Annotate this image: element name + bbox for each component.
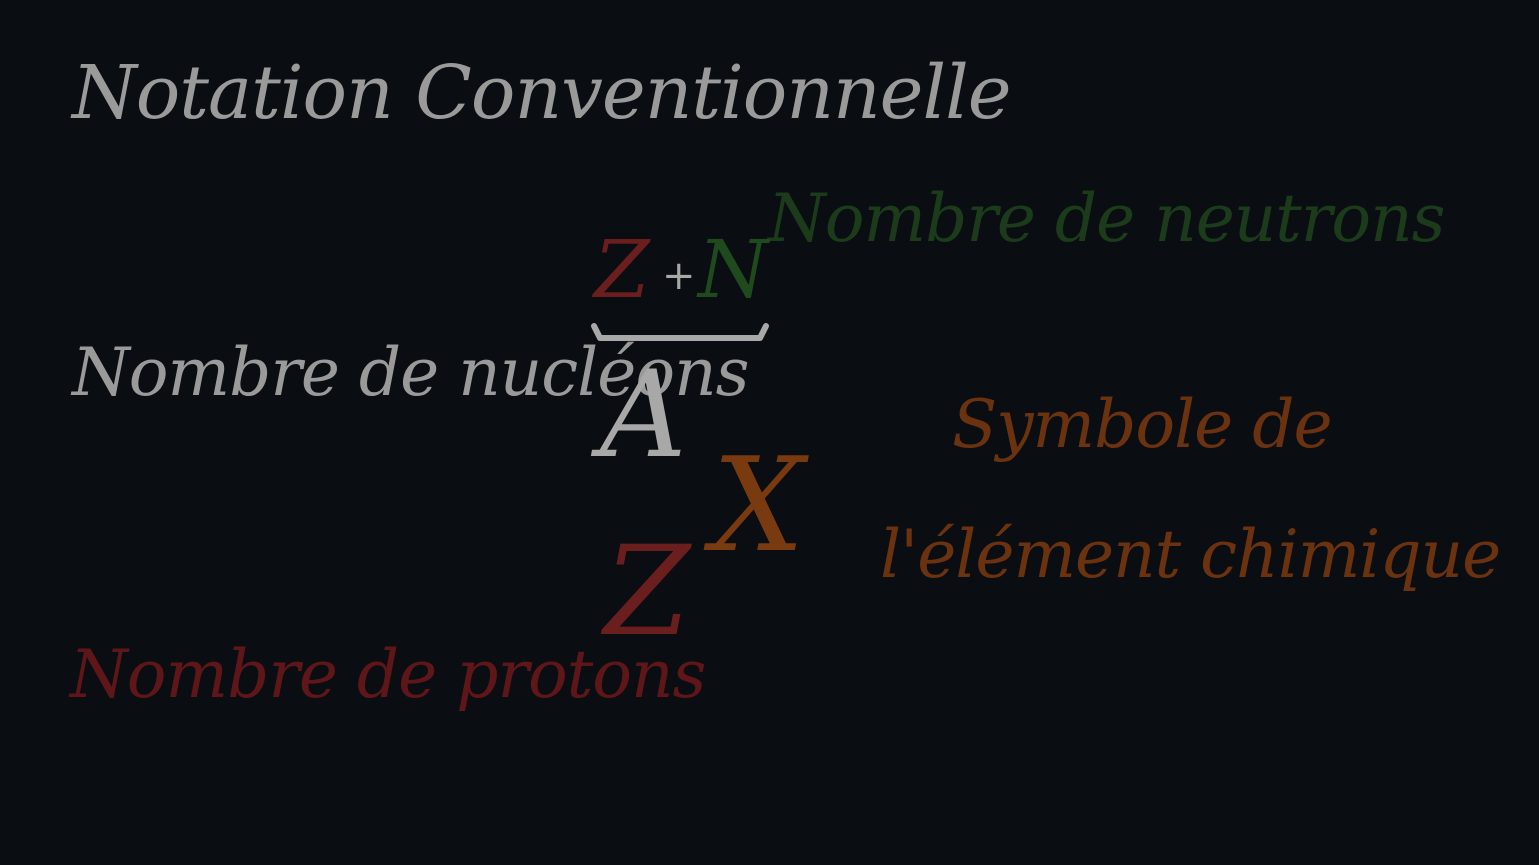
label-neutrons: Nombre de neutrons [768, 180, 1445, 257]
formula-a-mass-number: A [600, 346, 687, 485]
label-symbole-line1: Symbole de [952, 386, 1333, 463]
page-title: Notation Conventionnelle [72, 50, 1012, 136]
formula-n: N [698, 223, 768, 316]
formula-x-element-symbol: X [712, 429, 805, 581]
formula-plus: + [662, 253, 696, 299]
formula-z-atomic-number: Z [604, 520, 691, 664]
underbrace [591, 323, 769, 341]
formula-z-top: Z [594, 223, 650, 316]
label-nucleons: Nombre de nucléons [72, 334, 749, 411]
label-symbole-line2: l'élément chimique [880, 516, 1501, 593]
label-protons: Nombre de protons [70, 636, 706, 713]
